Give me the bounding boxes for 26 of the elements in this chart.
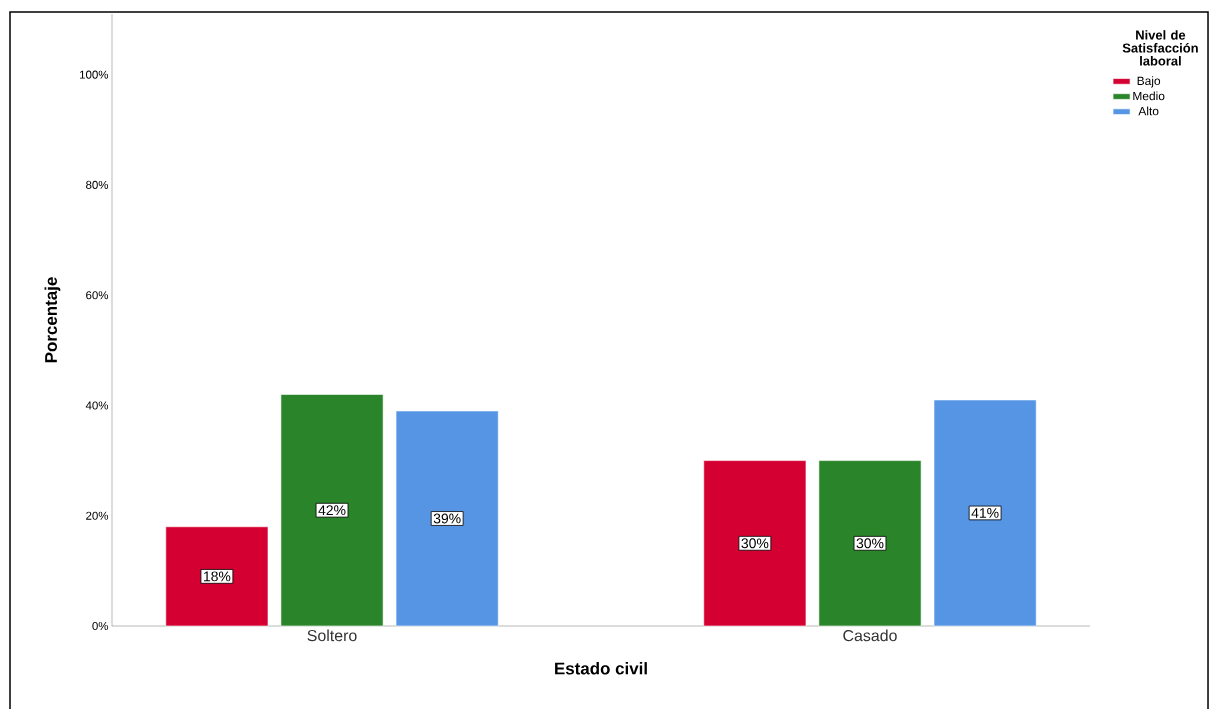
data-label: 30% [741,538,769,549]
y-tick-label: 80% [86,180,109,189]
data-label: 41% [971,508,999,518]
y-tick-label: 100% [80,70,109,79]
legend-title: Nivel de Satisfacción laboral [1122,30,1198,66]
bar [395,410,499,627]
legend-label: Bajo [1137,76,1161,88]
y-axis-title: Porcentaje [44,277,61,363]
bar [165,526,269,627]
bar [280,394,384,627]
bar [818,460,922,627]
x-tick-label: Casado [843,629,897,642]
bar [933,399,1037,627]
data-label: 30% [856,538,884,549]
y-tick-label: 20% [86,511,109,520]
y-tick-label: 40% [85,401,109,410]
data-label: 18% [204,571,231,582]
legend-label: Medio [1133,91,1165,101]
legend-label: Alto [1138,106,1159,116]
data-label: 39% [433,513,461,524]
y-tick-label: 0% [92,621,109,631]
bar [703,460,807,627]
x-tick-label: Soltero [307,629,357,642]
y-tick-label: 60% [86,291,109,300]
data-label: 42% [318,505,346,516]
x-axis-title: Estado civil [555,662,647,675]
